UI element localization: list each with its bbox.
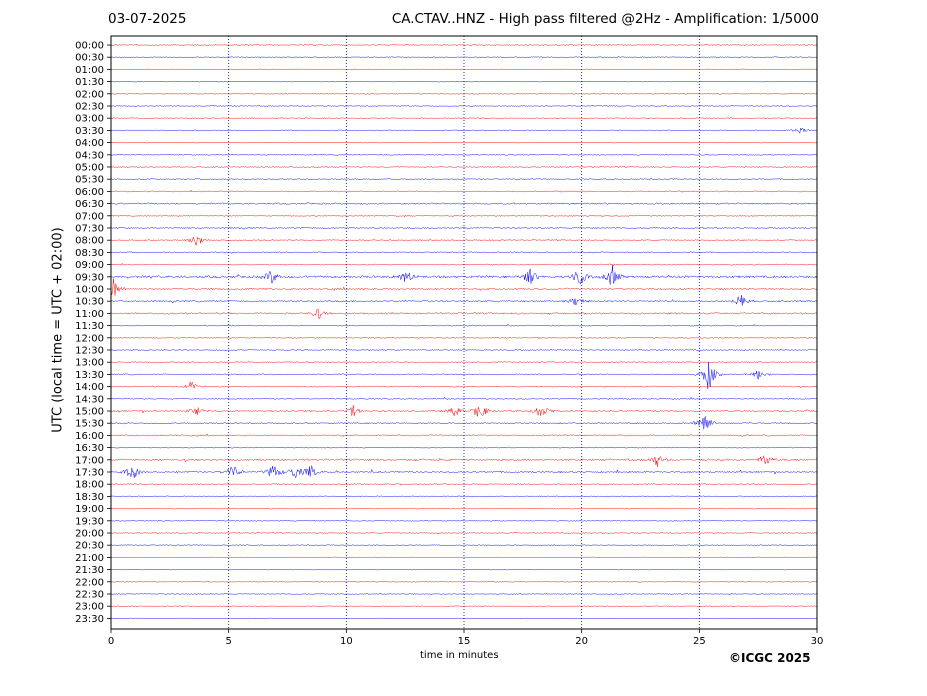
trace-1300 bbox=[110, 361, 817, 364]
y-tick-label: 16:00 bbox=[75, 431, 104, 442]
trace-1200 bbox=[110, 336, 817, 340]
y-tick-label: 06:30 bbox=[75, 199, 104, 210]
chart-title: CA.CTAV..HNZ - High pass filtered @2Hz -… bbox=[391, 11, 819, 27]
y-tick-label: 15:00 bbox=[75, 407, 104, 418]
trace-2130 bbox=[110, 568, 817, 571]
plot-frame bbox=[110, 35, 818, 630]
y-tick-label: 14:30 bbox=[75, 394, 104, 405]
x-tick-label: 20 bbox=[575, 636, 588, 647]
y-tick-label: 12:30 bbox=[75, 346, 104, 357]
y-tick-label: 00:00 bbox=[75, 41, 104, 52]
y-tick-label: 17:30 bbox=[75, 468, 104, 479]
y-tick-label: 22:00 bbox=[75, 577, 104, 588]
y-tick-label: 04:30 bbox=[75, 150, 104, 161]
y-tick-label: 11:00 bbox=[75, 309, 104, 320]
trace-1130 bbox=[110, 323, 817, 327]
y-tick-label: 20:00 bbox=[75, 529, 104, 540]
y-tick-label: 12:00 bbox=[75, 333, 104, 344]
y-tick-label: 10:00 bbox=[75, 285, 104, 296]
y-tick-label: 11:30 bbox=[75, 321, 104, 332]
trace-2230 bbox=[110, 593, 817, 595]
y-tick-label: 21:30 bbox=[75, 565, 104, 576]
y-tick-label: 04:00 bbox=[75, 138, 104, 149]
trace-layer bbox=[110, 44, 817, 619]
y-tick-label: 13:00 bbox=[75, 358, 104, 369]
x-tick-label: 10 bbox=[340, 636, 353, 647]
y-tick-label: 07:30 bbox=[75, 224, 104, 235]
trace-2100 bbox=[110, 556, 817, 559]
x-tick-label: 25 bbox=[693, 636, 706, 647]
trace-1800 bbox=[110, 483, 817, 486]
y-tick-label: 06:00 bbox=[75, 187, 104, 198]
y-tick-label: 23:00 bbox=[75, 602, 104, 613]
y-tick-label: 23:30 bbox=[75, 614, 104, 625]
copyright-label: ©ICGC 2025 bbox=[729, 651, 811, 665]
trace-0530 bbox=[110, 177, 817, 181]
y-tick-label: 07:00 bbox=[75, 211, 104, 222]
y-tick-label: 09:30 bbox=[75, 272, 104, 283]
trace-0500 bbox=[110, 166, 817, 168]
trace-1900 bbox=[110, 507, 817, 510]
y-tick-label: 19:00 bbox=[75, 504, 104, 515]
y-tick-label: 14:00 bbox=[75, 382, 104, 393]
x-tick-label: 30 bbox=[811, 636, 824, 647]
trace-1730 bbox=[110, 465, 817, 479]
y-tick-label: 15:30 bbox=[75, 419, 104, 430]
y-tick-label: 03:00 bbox=[75, 114, 104, 125]
trace-1530 bbox=[110, 416, 817, 430]
x-tick-layer: 0 5 10 15 20 25 30 bbox=[108, 629, 824, 647]
y-tick-label: 03:30 bbox=[75, 126, 104, 137]
y-tick-label: 08:00 bbox=[75, 236, 104, 247]
y-tick-label: 19:30 bbox=[75, 516, 104, 527]
y-tick-label: 01:00 bbox=[75, 65, 104, 76]
trace-2030 bbox=[110, 543, 817, 546]
trace-1330 bbox=[110, 362, 817, 389]
x-axis-label: time in minutes bbox=[420, 650, 499, 661]
y-tick-label: 09:00 bbox=[75, 260, 104, 271]
trace-1230 bbox=[110, 348, 817, 351]
y-tick-label: 18:30 bbox=[75, 492, 104, 503]
y-axis-label: UTC (local time = UTC + 02:00) bbox=[50, 227, 66, 433]
y-tick-label: 10:30 bbox=[75, 297, 104, 308]
trace-0330 bbox=[110, 127, 817, 134]
y-tick-label: 01:30 bbox=[75, 77, 104, 88]
y-tick-label: 22:30 bbox=[75, 590, 104, 601]
x-tick-label: 0 bbox=[108, 636, 114, 647]
y-tick-label: 05:30 bbox=[75, 175, 104, 186]
trace-2000 bbox=[110, 532, 817, 534]
y-tick-label: 02:30 bbox=[75, 102, 104, 113]
grid-layer bbox=[228, 36, 700, 629]
y-tick-label: 17:00 bbox=[75, 455, 104, 466]
y-tick-label: 02:00 bbox=[75, 89, 104, 100]
trace-0930 bbox=[110, 265, 817, 285]
y-tick-label: 20:30 bbox=[75, 541, 104, 552]
trace-0600 bbox=[110, 189, 817, 194]
x-tick-label: 15 bbox=[458, 636, 471, 647]
y-tick-label: 21:00 bbox=[75, 553, 104, 564]
trace-1930 bbox=[110, 520, 817, 522]
trace-1100 bbox=[110, 308, 817, 320]
x-tick-label: 5 bbox=[225, 636, 231, 647]
y-tick-label: 16:30 bbox=[75, 443, 104, 454]
trace-0430 bbox=[110, 153, 817, 156]
date-label: 03-07-2025 bbox=[108, 11, 187, 27]
trace-1830 bbox=[110, 495, 817, 498]
y-tick-label: 18:00 bbox=[75, 480, 104, 491]
y-tick-label: 13:30 bbox=[75, 370, 104, 381]
trace-0400 bbox=[110, 141, 817, 144]
y-tick-label: 08:30 bbox=[75, 248, 104, 259]
y-tick-label: 00:30 bbox=[75, 53, 104, 64]
trace-2200 bbox=[110, 581, 817, 583]
trace-1000 bbox=[110, 278, 817, 296]
y-tick-label: 05:00 bbox=[75, 163, 104, 174]
